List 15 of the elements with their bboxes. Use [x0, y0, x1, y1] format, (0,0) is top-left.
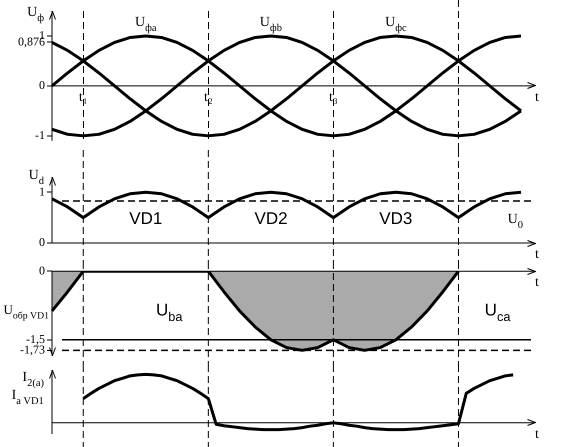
y-tick-label: 0: [39, 78, 45, 92]
x-tick-label: t₁: [78, 90, 88, 105]
x-axis-title: t: [535, 247, 540, 262]
annotation: VD3: [379, 208, 412, 228]
y-tick-label: 1: [39, 184, 45, 198]
y-tick-label: -1: [35, 128, 45, 142]
y-tick-label: 0: [39, 263, 45, 278]
x-axis-title: t: [535, 426, 540, 442]
x-tick-label: t₃: [329, 90, 338, 105]
x-tick-label: t₂: [204, 90, 213, 105]
annotation: VD1: [129, 208, 162, 228]
x-axis-title: t: [535, 275, 540, 290]
annotation: VD2: [254, 208, 288, 228]
y-tick-label: 0: [39, 235, 45, 250]
x-axis-title: t: [535, 90, 540, 105]
